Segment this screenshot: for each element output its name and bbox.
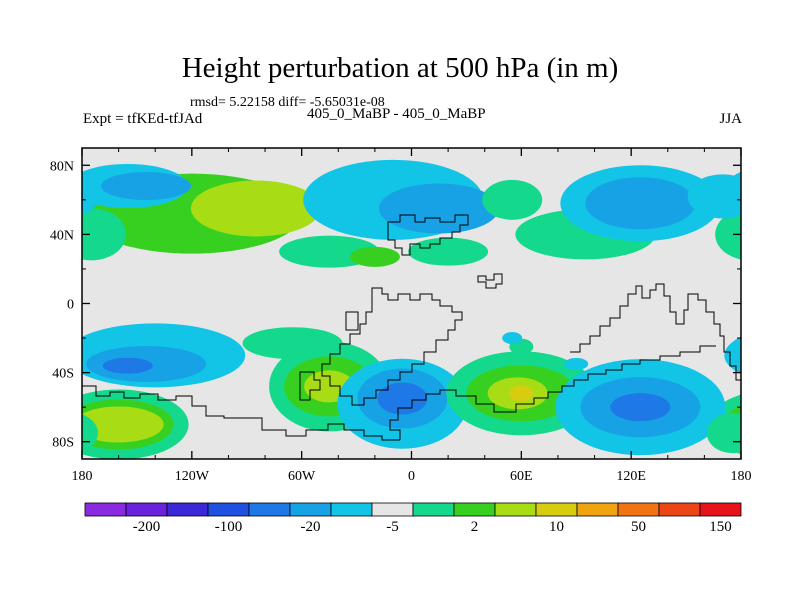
- colorbar-swatch: [412, 502, 455, 517]
- colorbar-swatch: [453, 502, 496, 517]
- y-tick-label: 0: [67, 298, 74, 313]
- contour-region: [102, 357, 153, 374]
- colorbar-swatch: [576, 502, 619, 517]
- topography-outline: [477, 273, 503, 289]
- contour-region: [349, 246, 400, 267]
- stats-line: rmsd= 5.22158 diff= -5.65031e-08: [190, 95, 385, 110]
- x-tick-label: 180: [731, 469, 752, 484]
- colorbar-label: -100: [215, 519, 243, 535]
- colorbar-label: 2: [471, 519, 479, 535]
- contour-region: [482, 179, 543, 220]
- y-tick-label: 40S: [52, 367, 74, 382]
- x-tick-label: 60W: [288, 469, 316, 484]
- colorbar-swatch: [494, 502, 537, 517]
- topography-outline: [570, 283, 741, 381]
- contour-region: [82, 177, 99, 216]
- colorbar-swatch: [84, 502, 127, 517]
- x-tick-label: 120E: [616, 469, 646, 484]
- contour-region: [732, 413, 741, 435]
- y-tick-label: 40N: [50, 228, 74, 243]
- topography-outline: [389, 345, 716, 440]
- experiment-label: Expt = tfKEd-tfJAd: [83, 111, 203, 127]
- colorbar-swatch: [617, 502, 660, 517]
- contour-region: [101, 172, 192, 201]
- contour-region: [740, 211, 741, 216]
- contour-region: [715, 209, 741, 260]
- y-tick-label: 80S: [52, 436, 74, 451]
- colorbar-label: 10: [549, 519, 564, 535]
- colorbar-label: -5: [386, 519, 399, 535]
- contour-region: [502, 332, 523, 345]
- colorbar-swatch: [207, 502, 250, 517]
- topography-outline: [299, 371, 321, 401]
- x-tick-label: 0: [408, 469, 415, 484]
- contour-region: [190, 180, 321, 237]
- contour-region: [378, 183, 499, 234]
- colorbar-swatch: [125, 502, 168, 517]
- contour-region: [82, 208, 127, 261]
- contour-region: [82, 406, 164, 443]
- colorbar-swatch: [658, 502, 701, 517]
- subtitle-label: 405_0_MaBP - 405_0_MaBP: [307, 106, 486, 122]
- contour-region: [564, 357, 589, 370]
- contour-region: [687, 174, 741, 219]
- contour-region: [585, 177, 696, 230]
- colorbar-swatch: [289, 502, 332, 517]
- colorbar-label: 150: [709, 519, 732, 535]
- topography-outline: [387, 214, 469, 256]
- contour-region: [82, 414, 98, 452]
- x-tick-label: 120W: [175, 469, 210, 484]
- colorbar-label: -200: [133, 519, 161, 535]
- colorbar-swatch: [371, 502, 414, 517]
- topography-outline: [345, 311, 359, 331]
- colorbar-swatch: [248, 502, 291, 517]
- colorbar-swatch: [330, 502, 373, 517]
- contour-region: [408, 237, 489, 266]
- contour-region: [706, 413, 741, 454]
- season-label: JJA: [719, 111, 742, 127]
- colorbar-label: -20: [301, 519, 321, 535]
- y-tick-label: 80N: [50, 159, 74, 174]
- contour-region: [610, 393, 671, 422]
- x-tick-label: 180: [72, 469, 93, 484]
- topography-outline: [321, 287, 463, 406]
- colorbar-label: 50: [631, 519, 646, 535]
- contour-region: [377, 382, 428, 415]
- x-tick-label: 60E: [510, 469, 533, 484]
- colorbar-swatch: [535, 502, 578, 517]
- contour-region: [509, 385, 534, 402]
- chart-title: Height perturbation at 500 hPa (in m): [181, 52, 619, 84]
- colorbar-swatch: [166, 502, 209, 517]
- colorbar-swatch: [699, 502, 742, 517]
- contour-region: [724, 336, 741, 374]
- topography-outline: [82, 385, 400, 441]
